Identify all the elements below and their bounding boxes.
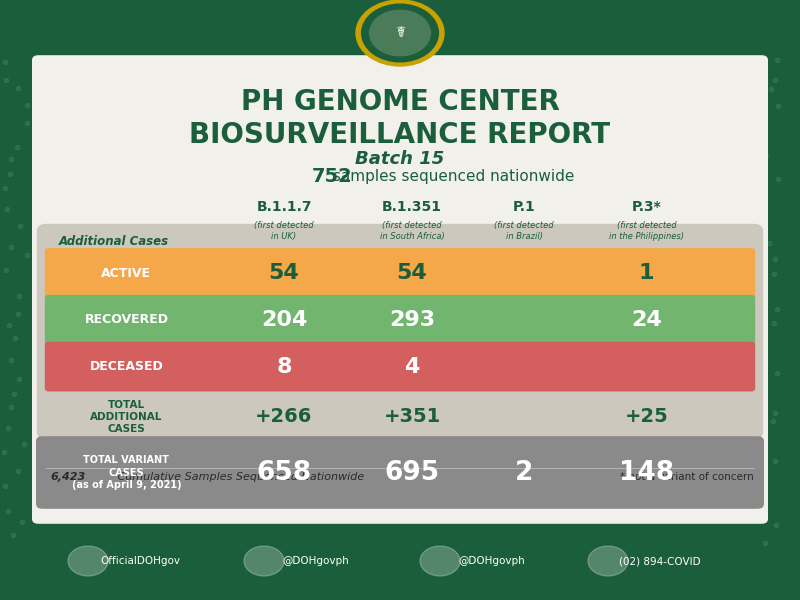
Text: 6,423: 6,423	[50, 472, 86, 482]
Text: (first detected
in Brazil): (first detected in Brazil)	[494, 221, 554, 241]
Text: DECEASED: DECEASED	[90, 360, 163, 373]
FancyBboxPatch shape	[37, 224, 763, 439]
Circle shape	[68, 546, 108, 576]
Text: (02) 894-COVID: (02) 894-COVID	[619, 556, 701, 566]
Text: ☤: ☤	[395, 25, 405, 40]
Text: +25: +25	[625, 407, 668, 427]
Text: B.1.1.7: B.1.1.7	[256, 200, 312, 214]
Text: P.1: P.1	[513, 200, 535, 214]
Text: (first detected
in the Philippines): (first detected in the Philippines)	[609, 221, 684, 241]
Text: @DOHgovph: @DOHgovph	[282, 556, 350, 566]
Text: B.1.351: B.1.351	[382, 200, 442, 214]
Text: 4: 4	[404, 356, 420, 377]
Text: @DOHgovph: @DOHgovph	[458, 556, 526, 566]
Text: 293: 293	[389, 310, 435, 330]
Text: 24: 24	[631, 310, 662, 330]
FancyBboxPatch shape	[45, 295, 755, 344]
Text: * not a variant of concern: * not a variant of concern	[620, 472, 754, 482]
Text: Batch 15: Batch 15	[355, 150, 445, 168]
Text: samples sequenced nationwide: samples sequenced nationwide	[328, 169, 574, 185]
Text: 8: 8	[276, 356, 292, 377]
Text: Additional Cases: Additional Cases	[58, 235, 169, 248]
Text: (first detected
in UK): (first detected in UK)	[254, 221, 314, 241]
Text: RECOVERED: RECOVERED	[85, 313, 169, 326]
Text: 54: 54	[397, 263, 427, 283]
Text: ACTIVE: ACTIVE	[102, 266, 151, 280]
Text: (first detected
in South Africa): (first detected in South Africa)	[380, 221, 444, 241]
Circle shape	[370, 10, 430, 56]
Text: 695: 695	[385, 460, 439, 485]
Text: +351: +351	[383, 407, 441, 427]
Circle shape	[588, 546, 628, 576]
Text: 54: 54	[269, 263, 299, 283]
Text: 752: 752	[312, 167, 352, 187]
Text: 2: 2	[515, 460, 533, 485]
FancyBboxPatch shape	[45, 248, 755, 298]
Text: 1: 1	[638, 263, 654, 283]
Circle shape	[362, 4, 438, 62]
FancyBboxPatch shape	[45, 342, 755, 392]
Text: PH GENOME CENTER: PH GENOME CENTER	[241, 88, 559, 116]
Circle shape	[356, 0, 444, 66]
Text: 148: 148	[619, 460, 674, 485]
Text: P.3*: P.3*	[631, 200, 662, 214]
Text: 658: 658	[257, 460, 311, 485]
Text: OfficialDOHgov: OfficialDOHgov	[100, 556, 180, 566]
Text: BIOSURVEILLANCE REPORT: BIOSURVEILLANCE REPORT	[190, 121, 610, 149]
Circle shape	[420, 546, 460, 576]
Text: Cumulative Samples Sequenced Nationwide: Cumulative Samples Sequenced Nationwide	[114, 472, 365, 482]
Text: +266: +266	[255, 407, 313, 427]
Circle shape	[244, 546, 284, 576]
Text: TOTAL VARIANT
CASES
(as of April 9, 2021): TOTAL VARIANT CASES (as of April 9, 2021…	[71, 455, 182, 490]
Text: TOTAL
ADDITIONAL
CASES: TOTAL ADDITIONAL CASES	[90, 400, 162, 434]
FancyBboxPatch shape	[36, 436, 764, 509]
FancyBboxPatch shape	[32, 55, 768, 524]
Text: 204: 204	[261, 310, 307, 330]
